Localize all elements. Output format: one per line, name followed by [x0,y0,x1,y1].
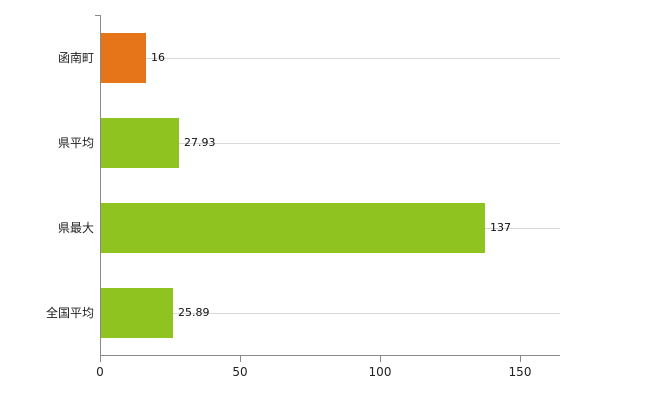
y-axis-top-tick [95,15,100,16]
y-axis-line [100,15,101,356]
category-label: 函南町 [57,51,94,65]
bar-value-label: 16 [151,51,165,64]
bar-value-label: 137 [490,221,511,234]
data-bar [101,203,485,253]
data-bar [101,288,173,338]
bar-value-label: 25.89 [178,306,210,319]
x-axis-tick-label: 0 [96,365,104,379]
x-axis-tick-label: 50 [232,365,248,379]
category-label: 全国平均 [45,306,94,320]
x-axis-line [100,355,560,356]
x-axis-tick [240,356,241,362]
category-gridline [100,58,560,59]
x-axis-tick [380,356,381,362]
x-axis-tick [100,356,101,362]
x-axis-tick-label: 100 [368,365,392,379]
x-axis-tick-label: 150 [508,365,532,379]
x-axis-tick [520,356,521,362]
category-gridline [100,143,560,144]
category-label: 県最大 [57,221,94,235]
data-bar [101,33,146,83]
category-label: 県平均 [57,136,94,150]
category-gridline [100,313,560,314]
data-bar [101,118,179,168]
bar-value-label: 27.93 [184,136,216,149]
